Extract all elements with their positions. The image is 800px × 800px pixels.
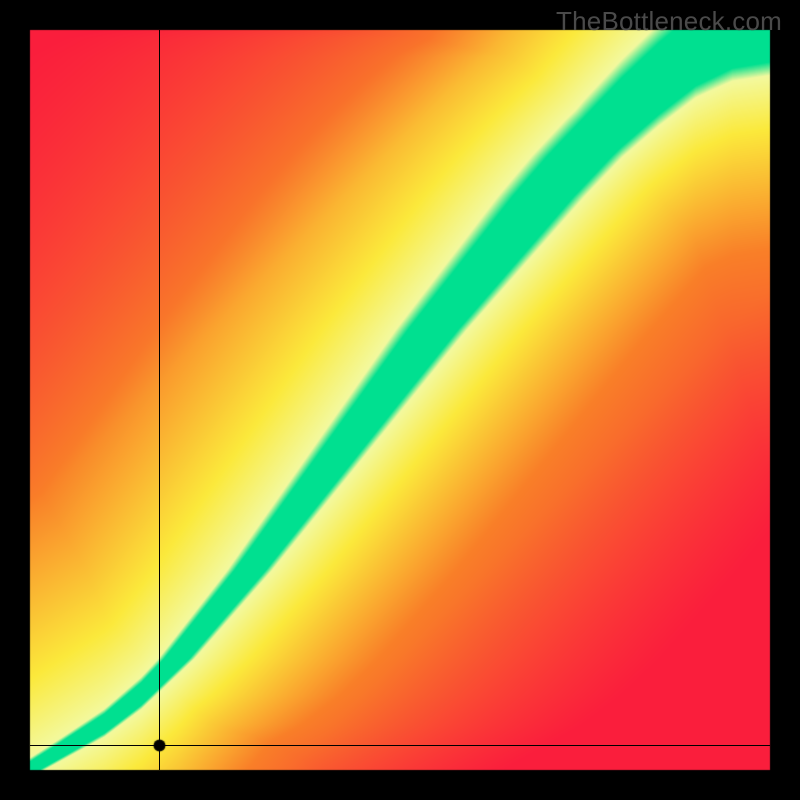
chart-container: TheBottleneck.com <box>0 0 800 800</box>
crosshair-dot <box>0 0 800 800</box>
watermark-text: TheBottleneck.com <box>556 6 782 37</box>
crosshair-horizontal <box>30 745 770 746</box>
crosshair-vertical <box>159 30 160 770</box>
